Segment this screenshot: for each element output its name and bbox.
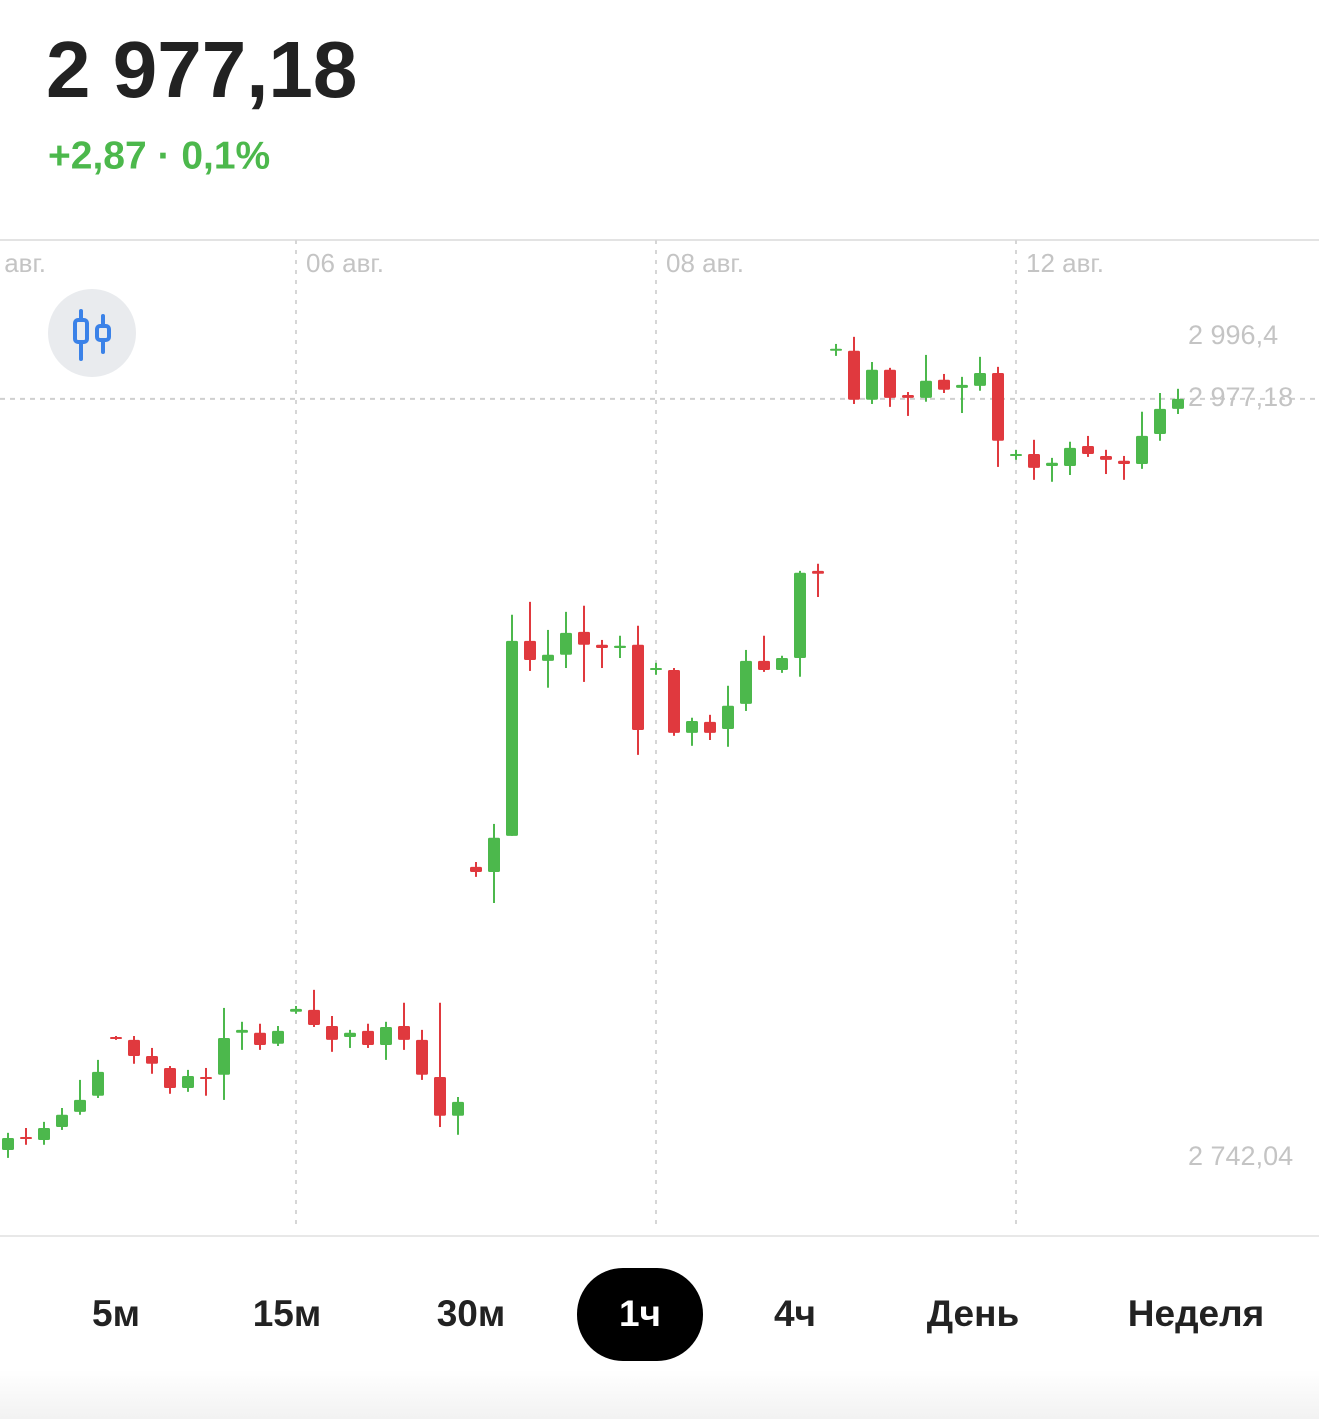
candle-body: [1154, 408, 1166, 434]
candle-body: [740, 660, 752, 704]
y-tick-label: 2 996,4: [1188, 320, 1278, 350]
tab-label: День: [927, 1293, 1019, 1334]
candle-body: [470, 866, 482, 873]
candle-body: [1010, 454, 1022, 457]
y-tick-label: 2 977,18: [1188, 382, 1293, 412]
candle-body: [2, 1138, 14, 1150]
candle-body: [362, 1030, 374, 1046]
candle-body: [650, 668, 662, 671]
indicator-button[interactable]: [48, 289, 136, 377]
candle-body: [398, 1025, 410, 1040]
tab-selected-bg: [577, 1268, 703, 1361]
candle-body: [74, 1099, 86, 1112]
timeframe-tab[interactable]: 4ч: [774, 1293, 816, 1334]
tab-label: 1ч: [619, 1293, 661, 1334]
timeframe-tab[interactable]: 30м: [437, 1293, 506, 1334]
candle-body: [1028, 454, 1040, 468]
x-tick-label: 08 авг.: [666, 248, 744, 278]
candle-body: [812, 570, 824, 574]
candle-body: [992, 372, 1004, 441]
candle-body: [1172, 398, 1184, 409]
candle-body: [218, 1037, 230, 1075]
candle-body: [200, 1076, 212, 1079]
candle-body: [506, 640, 518, 836]
candle-body: [902, 394, 914, 398]
candle-body: [38, 1127, 50, 1140]
x-tick-label: 12 авг.: [1026, 248, 1104, 278]
candle-body: [146, 1056, 158, 1064]
candle-body: [632, 644, 644, 730]
candle-body: [1118, 460, 1130, 465]
timeframe-tab[interactable]: 5м: [92, 1293, 140, 1334]
candle-body: [254, 1032, 266, 1046]
tab-label: 30м: [437, 1293, 506, 1334]
candle-body: [1046, 462, 1058, 466]
candle-body: [56, 1114, 68, 1128]
candle-body: [1100, 455, 1112, 460]
candle-body: [236, 1029, 248, 1033]
x-tick-label: 06 авг.: [306, 248, 384, 278]
timeframe-tab[interactable]: 15м: [253, 1293, 322, 1334]
candle-body: [1082, 445, 1094, 455]
candle-body: [884, 369, 896, 398]
candle-body: [974, 372, 986, 386]
tab-label: 15м: [253, 1293, 322, 1334]
timeframe-tab[interactable]: День: [927, 1293, 1019, 1334]
candle-body: [164, 1067, 176, 1088]
candle-body: [776, 658, 788, 670]
change: +2,87 · 0,1%: [48, 134, 270, 177]
tab-label: 5м: [92, 1293, 140, 1334]
bottom-fade: [0, 1370, 1319, 1419]
candle-body: [1064, 447, 1076, 466]
tab-label: 4ч: [774, 1293, 816, 1334]
candle-body: [542, 654, 554, 661]
candle-body: [272, 1030, 284, 1044]
timeframe-tab[interactable]: 1ч: [577, 1268, 703, 1361]
candle-body: [866, 369, 878, 400]
candle-body: [560, 632, 572, 655]
candle-body: [578, 631, 590, 645]
candle-body: [452, 1101, 464, 1116]
price: 2 977,18: [46, 25, 357, 114]
candle-body: [182, 1076, 194, 1088]
candle-body: [938, 379, 950, 390]
candle-body: [344, 1032, 356, 1037]
candle-body: [326, 1025, 338, 1040]
candle-body: [128, 1039, 140, 1057]
timeframe-tab[interactable]: Неделя: [1128, 1293, 1264, 1334]
candle-body: [416, 1039, 428, 1075]
candle-body: [380, 1026, 392, 1046]
candle-body: [434, 1076, 446, 1116]
candle-body: [704, 721, 716, 733]
y-tick-label: 2 742,04: [1188, 1141, 1293, 1171]
candle-body: [290, 1008, 302, 1012]
candle-body: [20, 1137, 32, 1140]
candle-body: [1136, 435, 1148, 465]
candle-body: [668, 669, 680, 733]
candle-body: [794, 572, 806, 659]
tab-label: Неделя: [1128, 1293, 1264, 1334]
candle-body: [110, 1036, 122, 1039]
candle-body: [308, 1009, 320, 1026]
candle-body: [758, 660, 770, 670]
candle-body: [848, 350, 860, 400]
candle-body: [614, 645, 626, 649]
candle-body: [92, 1071, 104, 1096]
candle-body: [596, 644, 608, 649]
candle-body: [488, 837, 500, 873]
candle-body: [686, 720, 698, 733]
candle-body: [920, 380, 932, 398]
icon-stroke: [95, 324, 111, 342]
x-tick-label: авг.: [4, 248, 46, 278]
candle-body: [524, 640, 536, 660]
candle-body: [956, 384, 968, 388]
indicator-button-bg: [48, 289, 136, 377]
candle-body: [722, 705, 734, 730]
icon-stroke: [73, 318, 89, 344]
candle-body: [830, 348, 842, 351]
